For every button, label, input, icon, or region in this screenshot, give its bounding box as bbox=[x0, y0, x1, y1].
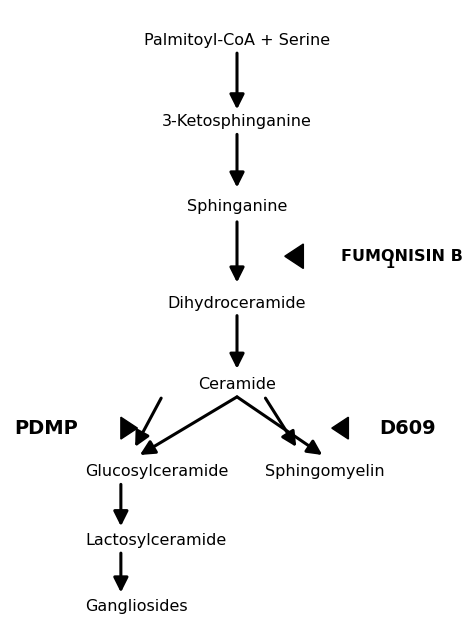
Text: D609: D609 bbox=[379, 419, 436, 437]
Text: Dihydroceramide: Dihydroceramide bbox=[168, 296, 306, 311]
Text: Palmitoyl-CoA + Serine: Palmitoyl-CoA + Serine bbox=[144, 33, 330, 48]
Polygon shape bbox=[285, 244, 303, 269]
Text: Sphingomyelin: Sphingomyelin bbox=[265, 464, 385, 479]
Text: FUMONISIN B: FUMONISIN B bbox=[341, 249, 463, 264]
Text: 3-Ketosphinganine: 3-Ketosphinganine bbox=[162, 114, 312, 129]
Text: Gangliosides: Gangliosides bbox=[85, 599, 188, 614]
Text: Lactosylceramide: Lactosylceramide bbox=[85, 533, 227, 548]
Text: Glucosylceramide: Glucosylceramide bbox=[85, 464, 228, 479]
Text: PDMP: PDMP bbox=[14, 419, 78, 437]
Polygon shape bbox=[121, 418, 137, 439]
Text: 1: 1 bbox=[385, 258, 395, 271]
Text: Ceramide: Ceramide bbox=[198, 377, 276, 392]
Text: Sphinganine: Sphinganine bbox=[187, 199, 287, 214]
Polygon shape bbox=[332, 418, 348, 439]
